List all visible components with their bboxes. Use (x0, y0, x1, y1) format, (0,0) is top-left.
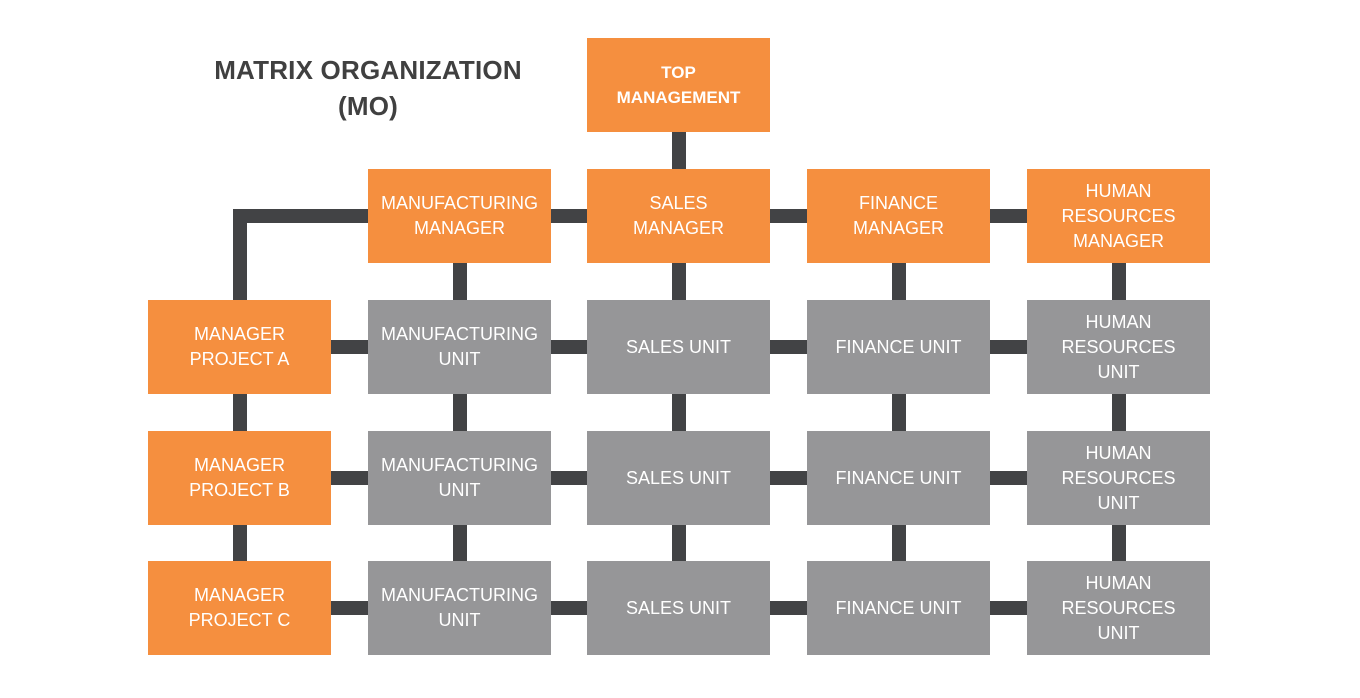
connector-line (671, 132, 686, 169)
connector-line (1111, 525, 1126, 561)
connector-line (671, 394, 686, 431)
box-text-line: PROJECT C (188, 610, 291, 630)
box-text-line: SALES UNIT (625, 597, 732, 618)
box-text-line: RESOURCES (1061, 336, 1176, 357)
box-text-line: SALES UNIT (625, 336, 732, 357)
connector-line (671, 263, 686, 300)
unit-box: FINANCE UNIT (807, 561, 990, 655)
connector-line (891, 525, 906, 561)
unit-box: MANUFACTURING UNIT (368, 300, 551, 394)
connector-line (1111, 263, 1126, 300)
connector-line (891, 394, 906, 431)
box-text-line: SALES UNIT (625, 467, 732, 488)
box-text-line: MANUFACTURING (381, 585, 538, 605)
connector-line (452, 394, 467, 431)
functional-manager-box: FINANCE MANAGER (807, 169, 990, 263)
project-manager-box: MANAGER PROJECT C (148, 561, 331, 655)
unit-box: MANUFACTURING UNIT (368, 561, 551, 655)
connector-line (232, 209, 247, 300)
connector-line (891, 263, 906, 300)
box-text-line: FINANCE (858, 193, 938, 213)
box-text-line: MANAGER (193, 585, 285, 605)
box-text-line: RESOURCES (1061, 467, 1176, 488)
project-manager-box: MANAGER PROJECT A (148, 300, 331, 394)
connector-line (1111, 394, 1126, 431)
box-text-line: MANAGER (1072, 230, 1164, 251)
unit-box: FINANCE UNIT (807, 300, 990, 394)
box-text-line: MANAGER (413, 218, 505, 238)
unit-box: HUMAN RESOURCES UNIT (1027, 300, 1210, 394)
connector-line (452, 263, 467, 300)
title-line: MATRIX ORGANIZATION (214, 55, 522, 85)
functional-manager-box: HUMAN RESOURCES MANAGER (1027, 169, 1210, 263)
box-text-line: HUMAN (1085, 442, 1152, 463)
unit-box: SALES UNIT (587, 561, 770, 655)
connector-line (671, 525, 686, 561)
box-text-line: MANUFACTURING (381, 193, 538, 213)
box-text-line: FINANCE UNIT (835, 467, 962, 488)
box-text-line: HUMAN (1085, 572, 1152, 593)
box-text-line: UNIT (1097, 492, 1140, 513)
unit-box: SALES UNIT (587, 431, 770, 525)
unit-box: MANUFACTURING UNIT (368, 431, 551, 525)
unit-box: HUMAN RESOURCES UNIT (1027, 431, 1210, 525)
box-text-line: RESOURCES (1061, 205, 1176, 226)
title-line: (MO) (338, 91, 398, 121)
functional-manager-box: SALES MANAGER (587, 169, 770, 263)
box-text-line: UNIT (1097, 622, 1140, 643)
box-text-line: MANAGER (852, 218, 944, 238)
box-text-line: MANUFACTURING (381, 455, 538, 475)
box-text-line: MANAGER (193, 324, 285, 344)
box-text-line: MANAGEMENT (616, 88, 741, 107)
project-manager-box: MANAGER PROJECT B (148, 431, 331, 525)
box-text-line: PROJECT A (189, 349, 290, 369)
box-text-line: RESOURCES (1061, 597, 1176, 618)
box-text-line: PROJECT B (189, 480, 290, 500)
box-text-line: UNIT (1097, 361, 1140, 382)
unit-box: HUMAN RESOURCES UNIT (1027, 561, 1210, 655)
box-text-line: UNIT (438, 480, 481, 500)
box-text-line: MANAGER (632, 218, 724, 238)
box-text-line: SALES (649, 193, 708, 213)
connector-line (232, 525, 247, 561)
unit-box: SALES UNIT (587, 300, 770, 394)
box-text-line: HUMAN (1085, 311, 1152, 332)
box-text-line: UNIT (438, 349, 481, 369)
box-text-line: MANUFACTURING (381, 324, 538, 344)
box-text-line: MANAGER (193, 455, 285, 475)
diagram-title: MATRIX ORGANIZATION (MO) (196, 52, 540, 124)
box-text-line: FINANCE UNIT (835, 336, 962, 357)
box-text-line: TOP (661, 63, 696, 82)
box-text-line: UNIT (438, 610, 481, 630)
unit-box: FINANCE UNIT (807, 431, 990, 525)
box-text-line: HUMAN (1085, 180, 1152, 201)
connector-line (452, 525, 467, 561)
connector-line (459, 209, 1119, 223)
top-management-box: TOP MANAGEMENT (587, 38, 770, 132)
functional-manager-box: MANUFACTURING MANAGER (368, 169, 551, 263)
connector-line (232, 394, 247, 431)
box-text-line: FINANCE UNIT (835, 597, 962, 618)
